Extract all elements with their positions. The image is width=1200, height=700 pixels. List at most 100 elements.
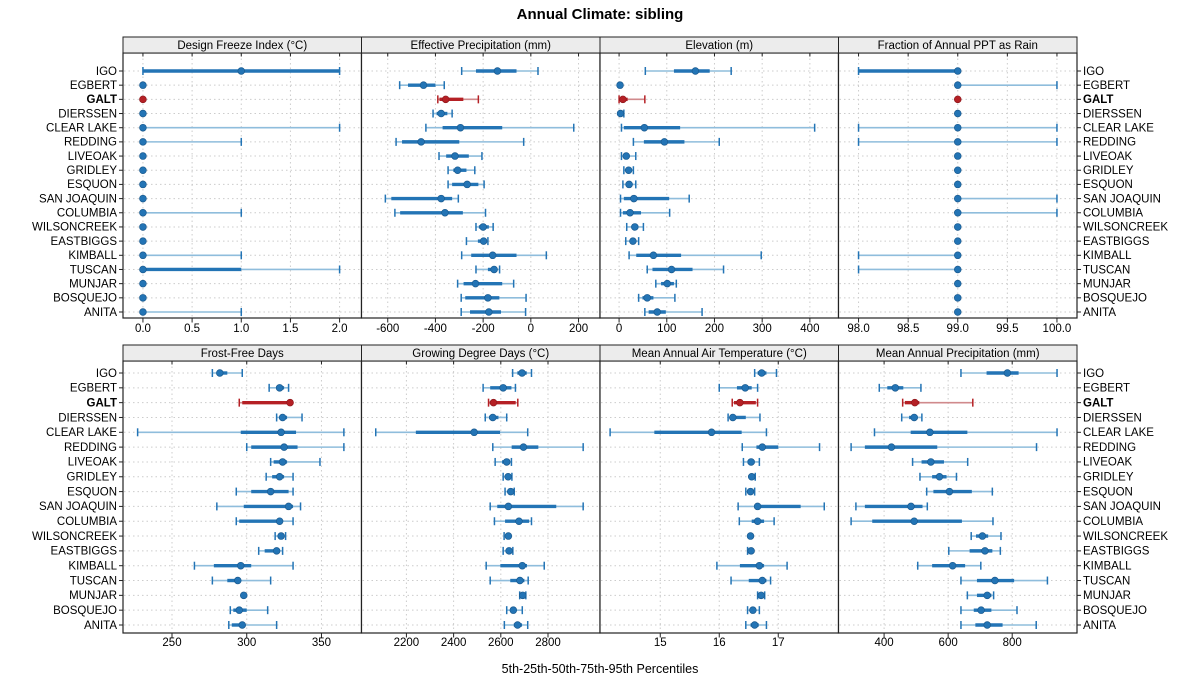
panel-mean-annual-air-temperature-c: 15 16 17 Mean Annual Air Temperature (°C) xyxy=(599,344,840,649)
percentile-row-igo xyxy=(753,369,778,377)
percentile-row-clear-lake xyxy=(873,428,1058,437)
median-dot xyxy=(953,279,962,288)
median-dot xyxy=(493,67,502,75)
station-label-right: REDDING xyxy=(1083,442,1136,454)
percentile-row-tuscan xyxy=(475,265,501,274)
percentile-row-bosquejo xyxy=(229,606,269,615)
strip-title: Mean Annual Air Temperature (°C) xyxy=(632,348,807,360)
percentile-row-eastbiggs xyxy=(625,237,640,246)
strip-title: Growing Degree Days (°C) xyxy=(412,348,549,360)
percentile-row-liveoak xyxy=(911,457,969,466)
percentile-row-anita xyxy=(460,308,527,316)
median-dot xyxy=(139,152,147,160)
station-label-left: MUNJAR xyxy=(69,590,117,602)
percentile-row-liveoak xyxy=(269,457,321,466)
station-label-right: LIVEOAK xyxy=(1083,151,1133,163)
percentile-row-redding xyxy=(857,137,1058,146)
percentile-row-gridley xyxy=(502,472,513,481)
median-dot xyxy=(237,561,245,570)
median-dot xyxy=(139,95,147,104)
station-label-right: EGBERT xyxy=(1083,383,1130,395)
percentile-row-clear-lake xyxy=(139,123,341,132)
percentile-row-anita xyxy=(503,621,529,629)
median-dot xyxy=(953,109,962,118)
median-dot xyxy=(451,152,459,160)
median-dot xyxy=(891,384,900,392)
median-dot xyxy=(518,369,526,377)
median-dot xyxy=(663,279,672,288)
percentile-row-munjar xyxy=(953,279,962,288)
percentile-row-gridley xyxy=(447,166,476,175)
median-dot xyxy=(977,606,985,614)
station-label-left: BOSQUEJO xyxy=(53,293,117,305)
x-tick-label: 100 xyxy=(657,323,676,335)
panel-design-freeze-index-c: 0.0 0.5 1.0 1.5 2.0 Design Freeze Index (°C) xyxy=(122,36,363,335)
median-dot xyxy=(505,547,513,555)
percentile-row-anita xyxy=(745,621,768,629)
station-label-right: KIMBALL xyxy=(1083,250,1132,262)
median-dot xyxy=(624,166,633,174)
station-label-left: IGO xyxy=(96,368,117,380)
median-dot xyxy=(139,209,147,217)
median-dot xyxy=(277,428,285,437)
median-dot xyxy=(741,384,749,392)
percentile-row-egbert xyxy=(139,81,147,89)
percentile-row-kimball xyxy=(628,251,762,260)
percentile-row-clear-lake xyxy=(425,123,575,132)
percentile-row-wilsoncreek xyxy=(625,222,645,231)
median-dot xyxy=(513,621,522,629)
median-dot xyxy=(278,413,287,422)
median-dot xyxy=(484,294,492,302)
percentile-row-esquon xyxy=(235,487,294,496)
percentile-row-galt xyxy=(731,398,759,407)
x-tick-label: 99.0 xyxy=(947,323,969,335)
station-label-right: LIVEOAK xyxy=(1083,457,1133,469)
median-dot xyxy=(616,109,625,118)
percentile-row-san-joaquin xyxy=(384,194,460,203)
median-dot xyxy=(441,209,449,217)
strip-title: Mean Annual Precipitation (mm) xyxy=(876,348,1040,360)
percentile-row-clear-lake xyxy=(620,123,816,132)
station-label-left: ESQUON xyxy=(67,179,117,191)
percentile-row-san-joaquin xyxy=(619,194,690,203)
station-label-right: ANITA xyxy=(1083,620,1116,632)
percentile-row-bosquejo xyxy=(460,293,527,302)
median-dot xyxy=(489,413,497,422)
median-dot xyxy=(758,576,767,585)
median-dot xyxy=(747,547,755,555)
x-tick-label: -200 xyxy=(472,323,495,335)
percentile-row-clear-lake xyxy=(136,428,345,437)
median-dot xyxy=(453,166,462,174)
median-dot xyxy=(707,428,716,437)
percentile-row-esquon xyxy=(447,180,485,189)
station-label-left: MUNJAR xyxy=(69,278,117,290)
median-dot xyxy=(490,265,498,274)
station-label-right: ESQUON xyxy=(1083,486,1133,498)
percentile-row-esquon xyxy=(745,487,756,496)
strip-header xyxy=(838,36,1078,54)
station-label-right: GRIDLEY xyxy=(1083,472,1134,484)
percentile-row-liveoak xyxy=(438,152,483,161)
station-label-left: DIERSSEN xyxy=(58,108,117,120)
percentile-row-bosquejo xyxy=(139,294,147,302)
percentile-row-columbia xyxy=(850,517,994,526)
percentile-row-liveoak xyxy=(139,152,147,160)
station-label-right: BOSQUEJO xyxy=(1083,605,1147,617)
percentile-row-eastbiggs xyxy=(465,237,489,246)
median-dot xyxy=(926,428,934,437)
percentile-row-columbia xyxy=(493,517,533,526)
station-label-right: COLUMBIA xyxy=(1083,516,1143,528)
station-label-left: IGO xyxy=(96,66,117,78)
station-label-right: ESQUON xyxy=(1083,179,1133,191)
percentile-row-wilsoncreek xyxy=(503,532,513,541)
percentile-row-galt xyxy=(437,95,480,104)
station-label-right: BOSQUEJO xyxy=(1083,293,1147,305)
x-tick-label: 1.5 xyxy=(282,323,298,335)
station-label-right: IGO xyxy=(1083,368,1104,380)
x-tick-label: -600 xyxy=(376,323,399,335)
station-label-right: DIERSSEN xyxy=(1083,108,1142,120)
station-label-left: WILSONCREEK xyxy=(32,222,117,234)
x-tick-label: 0 xyxy=(528,323,534,335)
median-dot xyxy=(619,95,627,104)
